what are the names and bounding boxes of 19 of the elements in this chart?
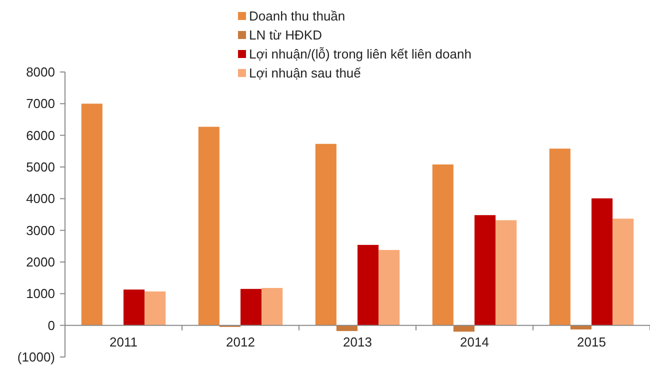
- y-tick-label: 8000: [26, 64, 55, 80]
- y-tick-label: 0: [48, 318, 55, 333]
- x-tick-label: 2015: [577, 334, 606, 350]
- y-tick-label: 7000: [26, 96, 55, 112]
- x-tick-label: 2012: [226, 334, 255, 350]
- y-tick-label: 2000: [26, 254, 55, 270]
- x-tick-label: 2011: [110, 334, 138, 350]
- y-tick-label: 5000: [26, 160, 55, 175]
- legend-label: Doanh thu thuần: [249, 8, 346, 24]
- y-tick-label: 3000: [26, 222, 55, 238]
- legend-label: Lợi nhuận sau thuế: [249, 66, 362, 81]
- x-tick-label: 2014: [460, 334, 489, 350]
- y-tick-label: 4000: [26, 191, 55, 206]
- y-tick-label: 6000: [26, 128, 55, 143]
- y-tick-label: (1000): [17, 350, 55, 365]
- legend-label: Lợi nhuận/(lỗ) trong liên kết liên doanh: [249, 46, 472, 62]
- x-tick-label: 2013: [343, 334, 372, 350]
- y-tick-label: 1000: [26, 286, 55, 302]
- legend-label: LN từ HĐKD: [249, 28, 322, 43]
